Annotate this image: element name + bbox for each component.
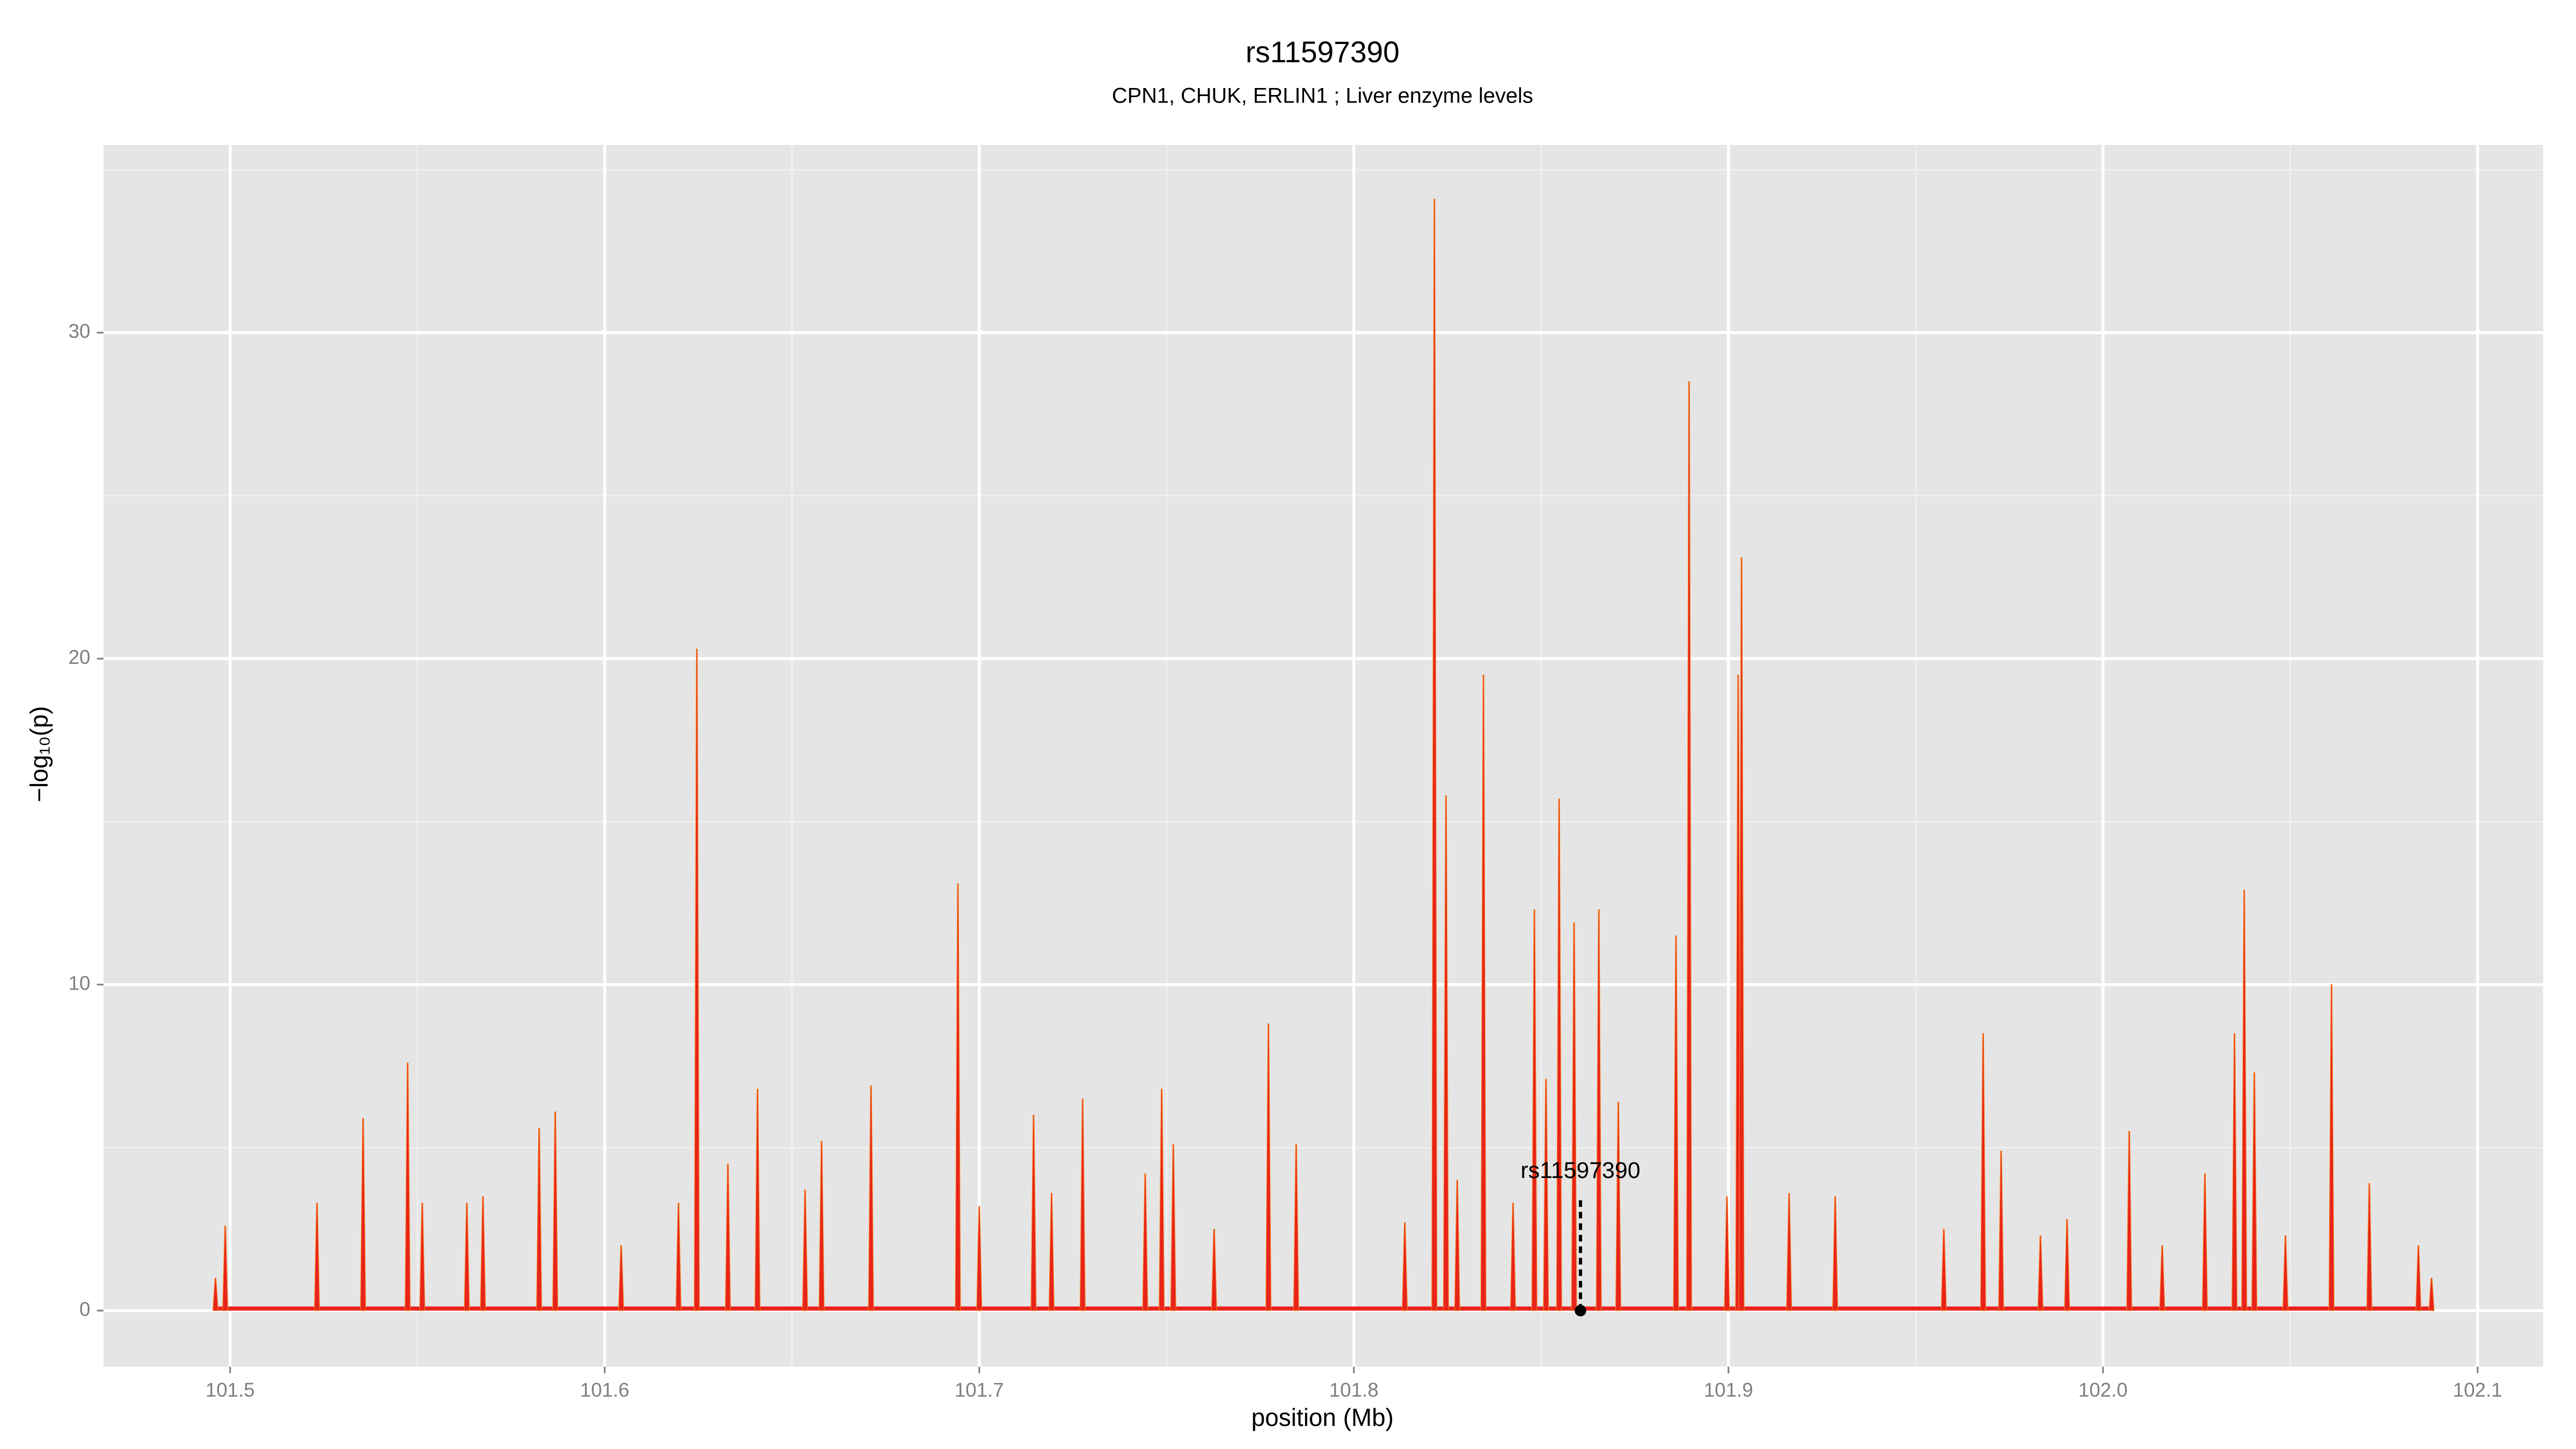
spike [1454, 1180, 1460, 1311]
spike [1402, 1222, 1408, 1311]
spike [2037, 1235, 2044, 1311]
spike [818, 1140, 825, 1311]
spike [2126, 1131, 2133, 1311]
spike [2415, 1245, 2421, 1311]
spike [419, 1203, 426, 1311]
x-tick-label: 102.1 [2453, 1379, 2502, 1401]
x-tick-label: 101.5 [206, 1379, 255, 1401]
spike [1048, 1192, 1055, 1311]
spike [1079, 1098, 1086, 1311]
annotation-point [1575, 1305, 1586, 1316]
annotation-label: rs11597390 [1520, 1158, 1640, 1183]
spike [1142, 1173, 1148, 1311]
spike [1941, 1228, 1947, 1311]
spike [480, 1196, 486, 1311]
spike [1615, 1101, 1621, 1311]
spike [1832, 1196, 1839, 1311]
y-tick-label: 0 [79, 1298, 90, 1320]
spike [360, 1118, 367, 1311]
y-tick-label: 10 [69, 972, 91, 994]
spike [755, 1088, 761, 1311]
spike [1510, 1203, 1516, 1311]
spike [1686, 381, 1692, 1311]
spike [1443, 795, 1449, 1311]
spike [1556, 798, 1562, 1311]
spike [1431, 199, 1438, 1311]
plot-background [103, 145, 2543, 1367]
spike [976, 1206, 983, 1311]
spike [2428, 1277, 2435, 1311]
x-tick-label: 101.6 [580, 1379, 630, 1401]
spike [1170, 1144, 1176, 1311]
spike [1596, 909, 1602, 1311]
spike-series [213, 199, 2435, 1311]
x-tick-label: 102.0 [2079, 1379, 2128, 1401]
spike [464, 1203, 470, 1311]
spike [693, 648, 700, 1311]
spike [1786, 1192, 1792, 1311]
spike [2366, 1183, 2373, 1311]
spike [2241, 889, 2248, 1311]
spike [2064, 1219, 2070, 1311]
spike [2201, 1173, 2208, 1311]
spike [2251, 1072, 2258, 1311]
spike [2328, 984, 2334, 1311]
spike [1980, 1033, 1986, 1311]
x-axis-title: position (Mb) [1252, 1403, 1394, 1431]
spike [1293, 1144, 1299, 1311]
spike [675, 1203, 682, 1311]
y-tick-label: 20 [69, 646, 91, 668]
y-axis-title: −log₁₀(p) [25, 706, 53, 802]
chart-title: rs11597390 [1246, 35, 1400, 69]
spike [213, 1277, 219, 1311]
spike [1998, 1150, 2004, 1311]
y-tick-label: 30 [69, 320, 91, 342]
spike [1265, 1023, 1272, 1311]
spike [2282, 1235, 2289, 1311]
spike [1724, 1196, 1730, 1311]
spike [1480, 675, 1487, 1311]
x-tick-label: 101.9 [1704, 1379, 1753, 1401]
x-tick-label: 101.7 [955, 1379, 1004, 1401]
spike [222, 1225, 229, 1311]
spike [1673, 935, 1679, 1311]
spike [314, 1203, 320, 1311]
spike [552, 1111, 559, 1311]
spike [1738, 557, 1745, 1311]
x-tick-label: 101.8 [1329, 1379, 1379, 1401]
spike [802, 1189, 808, 1311]
spike [405, 1062, 411, 1311]
spike [724, 1163, 731, 1311]
spike [1159, 1088, 1165, 1311]
chart-subtitle: CPN1, CHUK, ERLIN1 ; Liver enzyme levels [1112, 84, 1533, 108]
spike [1030, 1115, 1037, 1311]
spike [1531, 909, 1538, 1311]
spike [868, 1085, 874, 1311]
spike [1211, 1228, 1217, 1311]
spike [618, 1245, 624, 1311]
spike [955, 883, 961, 1311]
spike [1543, 1079, 1549, 1311]
spike [2159, 1245, 2165, 1311]
baseline-band [215, 1306, 2432, 1311]
spike [2231, 1033, 2238, 1311]
spike [536, 1128, 543, 1311]
